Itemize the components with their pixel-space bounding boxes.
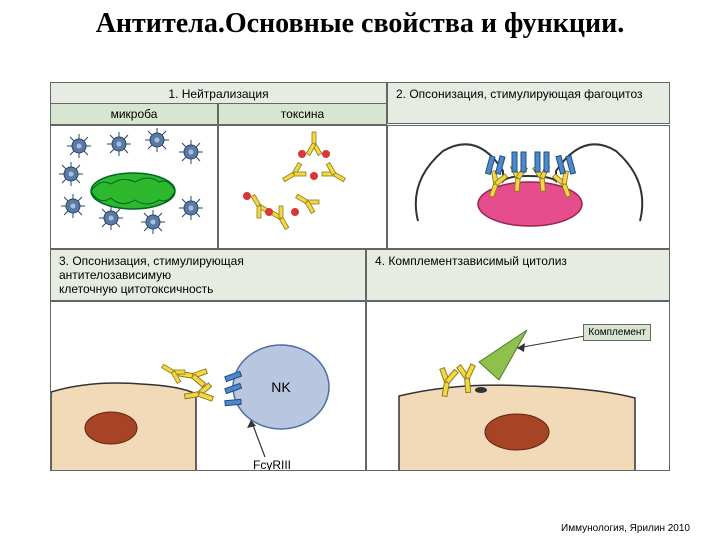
- panel-adcc: NK FcγRIII: [50, 301, 366, 471]
- panel-microbe-neutralization: [50, 125, 218, 249]
- fcgr-label: FcγRIII: [253, 458, 291, 471]
- phago-svg: [388, 126, 670, 249]
- header-complement: 4. Комплементзависимый цитолиз: [366, 249, 670, 301]
- header-opsonization-phago: 2. Опсонизация, стимулирующая фагоцитоз: [387, 82, 670, 124]
- panel-complement-lysis: Комплемент: [366, 301, 670, 471]
- subheader-microbe: микроба: [50, 103, 218, 125]
- toxin-svg: [219, 126, 387, 249]
- complement-label: Комплемент: [583, 324, 651, 341]
- panel-toxin-neutralization: [218, 125, 387, 249]
- header-adcc: 3. Опсонизация, стимулирующая антителоза…: [50, 249, 366, 301]
- diagram-container: 1. Нейтрализация 2. Опсонизация, стимули…: [50, 82, 670, 510]
- subheader-toxin: токсина: [218, 103, 387, 125]
- nk-label: NK: [271, 379, 291, 395]
- adcc-svg: NK FcγRIII: [51, 302, 366, 471]
- page-title: Антитела.Основные свойства и функции.: [0, 0, 720, 44]
- citation: Иммунология, Ярилин 2010: [561, 523, 690, 534]
- panel-opsonization-phagocytosis: [387, 125, 670, 249]
- microbe-svg: [51, 126, 218, 249]
